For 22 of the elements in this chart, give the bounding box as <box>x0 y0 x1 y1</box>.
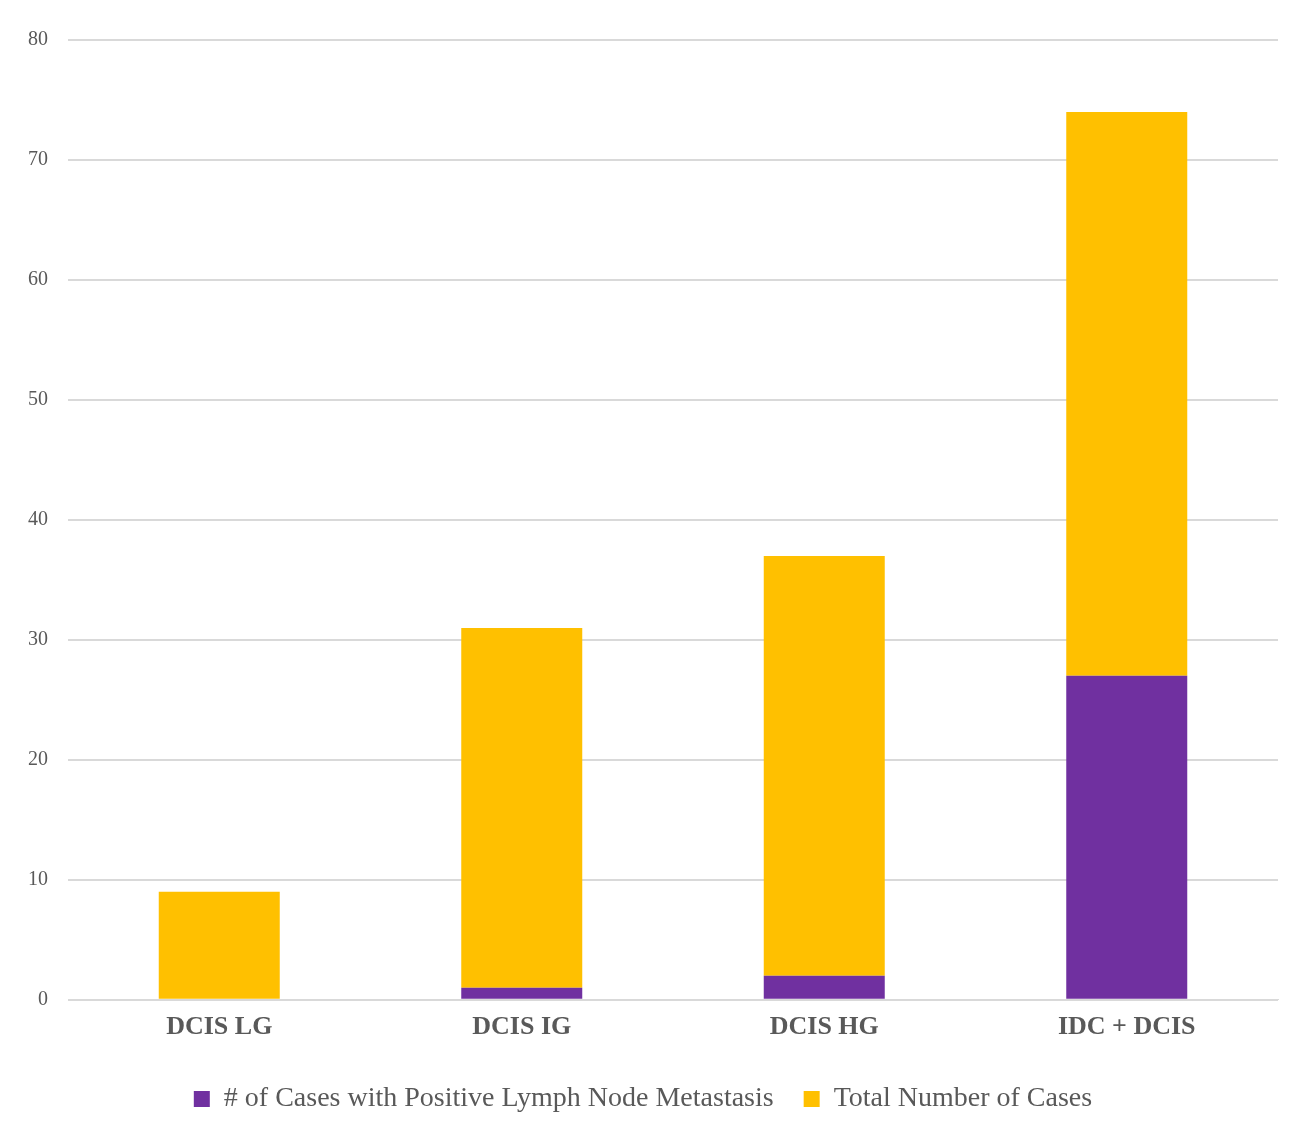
bar <box>461 987 583 999</box>
bar <box>158 891 280 999</box>
x-tick-label: DCIS HG <box>769 1011 879 1041</box>
y-tick-label: 30 <box>28 627 48 650</box>
x-tick-label: DCIS IG <box>472 1011 572 1041</box>
bar <box>763 555 885 976</box>
y-tick-label: 50 <box>28 387 48 410</box>
legend-label: # of Cases with Positive Lymph Node Metastasis <box>223 1081 774 1113</box>
y-tick-label: 60 <box>28 267 48 290</box>
y-tick-label: 20 <box>28 747 48 770</box>
bar <box>763 975 885 999</box>
bar <box>1066 111 1188 676</box>
bar <box>1066 675 1188 999</box>
legend-label: Total Number of Cases <box>833 1081 1093 1113</box>
x-tick-label: IDC + DCIS <box>1057 1011 1196 1041</box>
y-tick-label: 40 <box>28 507 48 530</box>
bar <box>461 627 583 988</box>
y-tick-label: 0 <box>38 987 48 1010</box>
y-tick-label: 10 <box>28 867 48 890</box>
y-tick-label: 80 <box>28 27 48 50</box>
x-tick-label: DCIS LG <box>166 1011 273 1041</box>
y-tick-label: 70 <box>28 147 48 170</box>
